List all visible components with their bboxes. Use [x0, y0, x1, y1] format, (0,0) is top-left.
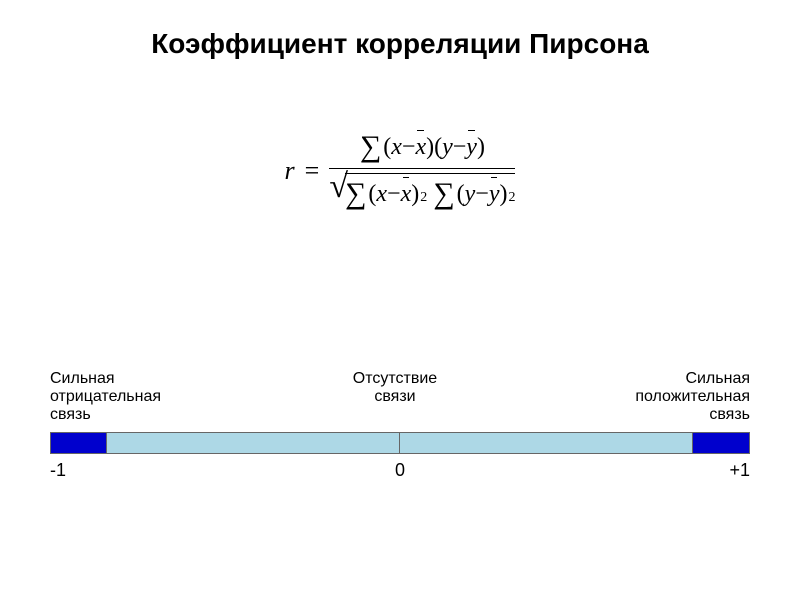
sigma-icon: ∑: [345, 177, 366, 211]
label-no-correlation: Отсутствие связи: [315, 370, 475, 424]
formula-fraction: ∑ ( x − x ) ( y − y ): [329, 130, 515, 211]
segment-weak-pos: [400, 433, 693, 453]
segment-strong-pos: [693, 433, 749, 453]
num-term1: ( x − x ): [383, 134, 434, 161]
formula-lhs: r: [285, 156, 295, 186]
xbar-icon: x: [401, 181, 412, 208]
sigma-icon: ∑: [360, 130, 381, 164]
label-strong-positive: Сильная положительная связь: [590, 370, 750, 424]
formula-container: r = ∑ ( x − x ) ( y − y ): [0, 130, 800, 211]
den-term1: ( x − x ) 2: [368, 181, 427, 208]
sqrt-content: ∑ ( x − x ) 2 ∑ ( y: [345, 173, 516, 211]
title-text: Коэффициент корреляции Пирсона: [151, 28, 649, 59]
page-title: Коэффициент корреляции Пирсона: [0, 0, 800, 60]
label-strong-negative: Сильная отрицательная связь: [50, 370, 200, 424]
ybar-icon: y: [489, 181, 500, 208]
tick-minus1: -1: [50, 460, 90, 481]
scale-labels: Сильная отрицательная связь Отсутствие с…: [50, 370, 750, 424]
scale-ticks: -1 0 +1: [50, 460, 750, 481]
sigma-icon: ∑: [433, 177, 454, 211]
ybar-icon: y: [466, 134, 477, 161]
xbar-icon: x: [415, 134, 426, 161]
tick-plus1: +1: [710, 460, 750, 481]
tick-zero: 0: [380, 460, 420, 481]
den-term2: ( y − y ) 2: [457, 181, 516, 208]
segment-strong-neg: [51, 433, 107, 453]
sqrt-wrap: √ ∑ ( x − x ) 2 ∑: [329, 173, 515, 211]
scale-bar: [50, 432, 750, 454]
formula-numerator: ∑ ( x − x ) ( y − y ): [360, 130, 485, 168]
scale-section: Сильная отрицательная связь Отсутствие с…: [50, 370, 750, 481]
pearson-formula: r = ∑ ( x − x ) ( y − y ): [285, 130, 516, 211]
formula-equals: =: [305, 156, 320, 186]
formula-denominator: √ ∑ ( x − x ) 2 ∑: [329, 169, 515, 211]
num-term2: ( y − y ): [434, 134, 485, 161]
segment-weak-neg: [107, 433, 400, 453]
